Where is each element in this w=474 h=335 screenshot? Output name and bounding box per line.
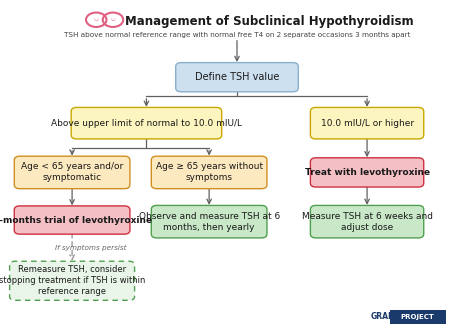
Text: Define TSH value: Define TSH value [195,72,279,82]
FancyBboxPatch shape [9,261,135,300]
FancyBboxPatch shape [71,108,222,139]
FancyBboxPatch shape [310,205,424,238]
FancyBboxPatch shape [151,205,267,238]
FancyBboxPatch shape [310,108,424,139]
Text: Age ≥ 65 years without
symptoms: Age ≥ 65 years without symptoms [155,162,263,183]
Text: Above upper limit of normal to 10.0 mIU/L: Above upper limit of normal to 10.0 mIU/… [51,119,242,128]
Text: 10.0 mIU/L or higher: 10.0 mIU/L or higher [320,119,414,128]
FancyBboxPatch shape [310,158,424,187]
Text: 6-months trial of levothyroxine: 6-months trial of levothyroxine [0,215,152,224]
Text: PROJECT: PROJECT [401,314,435,320]
Text: Measure TSH at 6 weeks and
adjust dose: Measure TSH at 6 weeks and adjust dose [301,212,433,232]
Text: Age < 65 years and/or
symptomatic: Age < 65 years and/or symptomatic [21,162,123,183]
FancyBboxPatch shape [14,206,130,234]
Text: Observe and measure TSH at 6
months, then yearly: Observe and measure TSH at 6 months, the… [138,212,280,232]
Text: Remeasure TSH, consider
stopping treatment if TSH is within
reference range: Remeasure TSH, consider stopping treatme… [0,265,146,296]
FancyBboxPatch shape [14,156,130,189]
FancyBboxPatch shape [390,310,446,324]
Text: ◡: ◡ [110,17,115,22]
Text: GRAM: GRAM [371,312,397,321]
Text: Management of Subclinical Hypothyroidism: Management of Subclinical Hypothyroidism [125,15,414,28]
FancyBboxPatch shape [176,63,298,92]
Text: If symptoms persist: If symptoms persist [55,245,127,251]
Text: TSH above normal reference range with normal free T4 on 2 separate occasions 3 m: TSH above normal reference range with no… [64,32,410,38]
FancyBboxPatch shape [151,156,267,189]
Text: ◡: ◡ [94,17,99,22]
Text: Treat with levothyroxine: Treat with levothyroxine [304,168,429,177]
